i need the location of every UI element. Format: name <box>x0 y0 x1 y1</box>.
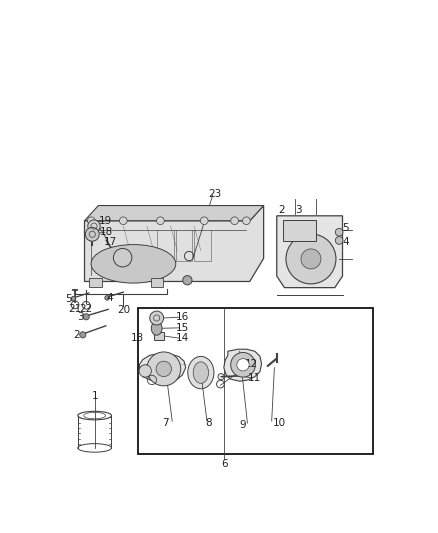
Circle shape <box>139 365 152 377</box>
Text: 5: 5 <box>65 294 72 304</box>
Text: 4: 4 <box>106 293 113 303</box>
Text: 13: 13 <box>131 333 144 343</box>
Bar <box>89 278 102 287</box>
Text: 16: 16 <box>176 312 189 322</box>
Polygon shape <box>277 216 343 288</box>
Text: 20: 20 <box>117 305 131 315</box>
Text: 15: 15 <box>176 323 189 333</box>
Circle shape <box>231 217 238 224</box>
Text: 3: 3 <box>295 206 302 215</box>
Text: 2: 2 <box>279 206 285 215</box>
Circle shape <box>156 217 164 224</box>
Circle shape <box>201 217 208 224</box>
Circle shape <box>85 228 99 241</box>
Circle shape <box>88 220 100 232</box>
Text: 5: 5 <box>343 223 349 233</box>
Text: 4: 4 <box>343 238 349 247</box>
Bar <box>138 308 373 454</box>
Bar <box>283 220 316 241</box>
Ellipse shape <box>91 245 176 283</box>
Polygon shape <box>224 349 261 381</box>
Polygon shape <box>139 353 186 382</box>
Circle shape <box>150 311 164 325</box>
Circle shape <box>120 217 127 224</box>
Circle shape <box>243 217 250 224</box>
Circle shape <box>71 296 76 301</box>
Text: 17: 17 <box>104 237 117 247</box>
Circle shape <box>113 248 132 267</box>
Bar <box>154 332 164 340</box>
Circle shape <box>83 314 89 320</box>
Bar <box>151 278 163 287</box>
Circle shape <box>336 228 343 236</box>
Circle shape <box>286 234 336 284</box>
Text: 7: 7 <box>162 418 169 429</box>
Circle shape <box>301 249 321 269</box>
Text: 6: 6 <box>221 459 228 469</box>
Ellipse shape <box>193 362 208 383</box>
Circle shape <box>156 361 171 377</box>
Circle shape <box>105 296 110 300</box>
Text: 8: 8 <box>205 418 212 429</box>
Text: 19: 19 <box>99 216 113 226</box>
Ellipse shape <box>151 321 162 335</box>
Ellipse shape <box>188 357 214 389</box>
Text: 18: 18 <box>100 227 113 237</box>
Polygon shape <box>85 206 264 221</box>
Circle shape <box>231 352 255 377</box>
Text: 12: 12 <box>245 359 258 368</box>
Text: 10: 10 <box>272 418 286 429</box>
Text: 3: 3 <box>77 312 84 322</box>
Text: 22: 22 <box>80 304 93 314</box>
Text: 23: 23 <box>208 189 222 199</box>
Circle shape <box>88 217 95 224</box>
Text: 9: 9 <box>240 420 246 430</box>
Text: 14: 14 <box>176 333 189 343</box>
Polygon shape <box>85 206 264 281</box>
Circle shape <box>336 237 343 244</box>
Circle shape <box>147 352 181 386</box>
Text: 11: 11 <box>248 373 261 383</box>
Text: 2: 2 <box>73 330 79 340</box>
Circle shape <box>183 276 192 285</box>
Text: 21: 21 <box>68 304 82 314</box>
Circle shape <box>237 359 249 371</box>
Text: 1: 1 <box>91 391 98 401</box>
Circle shape <box>80 332 86 338</box>
